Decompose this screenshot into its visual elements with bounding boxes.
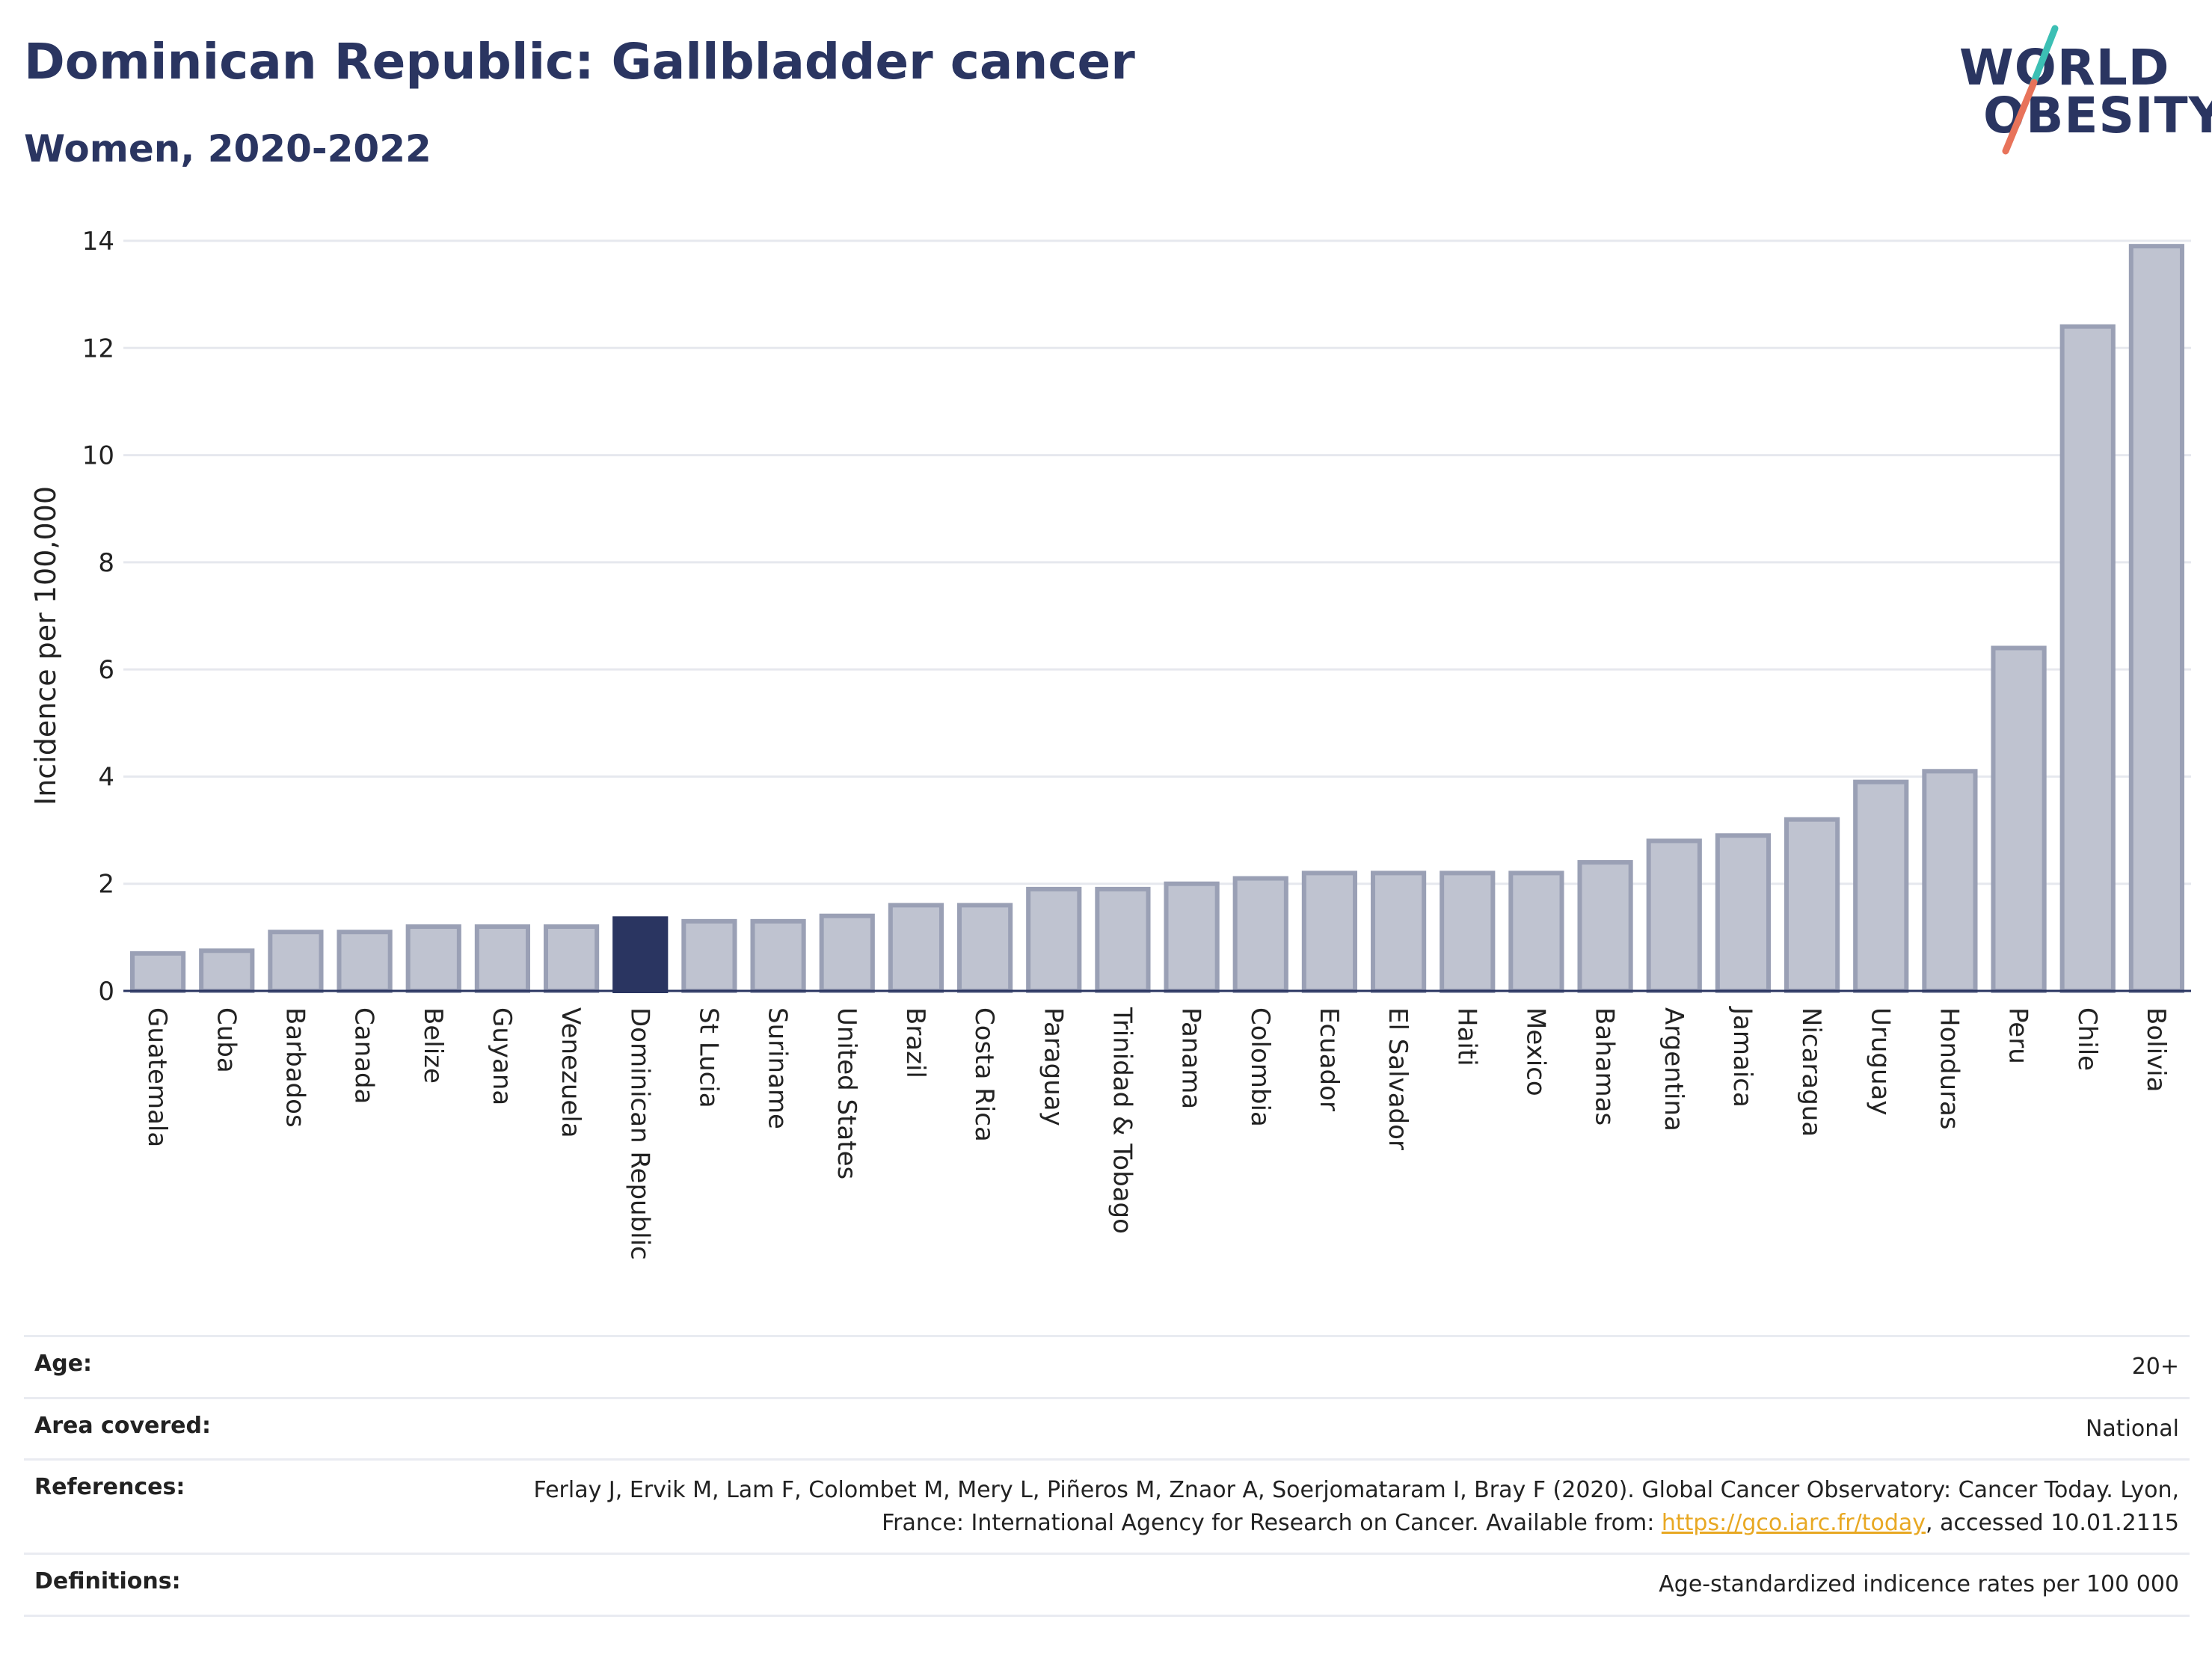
logo-slash-icon [2002, 25, 2059, 155]
bar-colombia [1232, 876, 1288, 993]
page-subtitle: Women, 2020-2022 [24, 127, 431, 171]
x-tick-label-cuba: Cuba [211, 1007, 241, 1073]
bar-costa-rica [956, 903, 1013, 993]
reference-accessed: , accessed 10.01.2115 [1926, 1509, 2179, 1536]
y-tick-label-8: 8 [98, 548, 114, 578]
x-tick-label-costa-rica: Costa Rica [969, 1007, 999, 1142]
bar-belize [405, 924, 461, 993]
y-tick-label-4: 4 [98, 762, 114, 792]
x-tick-label-argentina: Argentina [1659, 1007, 1689, 1132]
y-tick-label-6: 6 [98, 655, 114, 685]
info-value-age: 20+ [2131, 1354, 2179, 1380]
bar-chart: 0 2 4 6 8 10 12 14 Incidence per 100,000 Guatemal… [29, 227, 2191, 1260]
y-tick-label-14: 14 [82, 227, 114, 257]
bar-paraguay [1026, 886, 1082, 994]
reference-text: Ferlay J, Ervik M, Lam F, Colombet M, Me… [533, 1477, 2179, 1536]
y-tick-label-0: 0 [98, 977, 114, 1007]
x-tick-label-ecuador: Ecuador [1314, 1007, 1344, 1111]
info-table: Age: 20+ Area covered: National Referenc… [24, 1335, 2190, 1617]
x-tick-label-chile: Chile [2072, 1007, 2102, 1071]
bar-dominican-republic [612, 916, 669, 994]
bar-united-states [819, 913, 875, 994]
bar-ecuador [1301, 871, 1358, 994]
bar-jamaica [1715, 833, 1772, 993]
info-value-definitions: Age-standardized indicence rates per 100… [1659, 1571, 2179, 1597]
x-tick-label-united-states: United States [832, 1007, 861, 1179]
x-tick-label-barbados: Barbados [280, 1007, 310, 1128]
info-label-age: Age: [34, 1351, 93, 1377]
y-tick-label-10: 10 [82, 441, 114, 471]
bar-honduras [1922, 769, 1978, 993]
bar-venezuela [543, 924, 600, 993]
info-label-definitions: Definitions: [34, 1568, 181, 1594]
info-label-references: References: [34, 1474, 185, 1500]
y-tick-label-2: 2 [98, 870, 114, 900]
bar-trinidad-tobago [1095, 886, 1151, 994]
world-obesity-logo: WORLD OBESITY [1944, 22, 2212, 157]
y-axis-title: Incidence per 100,000 [29, 486, 62, 805]
x-tick-label-panama: Panama [1176, 1007, 1206, 1109]
x-tick-label-venezuela: Venezuela [556, 1007, 586, 1138]
info-row-age: Age: 20+ [24, 1335, 2190, 1397]
x-tick-label-suriname: Suriname [763, 1007, 793, 1129]
y-tick-label-12: 12 [82, 334, 114, 363]
x-tick-label-uruguay: Uruguay [1865, 1007, 1895, 1116]
logo-word-world: WORLD [1959, 39, 2170, 96]
x-tick-label-guyana: Guyana [487, 1007, 517, 1105]
x-tick-label-mexico: Mexico [1520, 1007, 1550, 1096]
bar-brazil [888, 903, 944, 993]
x-tick-label-colombia: Colombia [1245, 1007, 1275, 1127]
info-row-area: Area covered: National [24, 1396, 2190, 1459]
reference-link[interactable]: https://gco.iarc.fr/today [1661, 1509, 1926, 1536]
bar-canada [337, 930, 393, 994]
x-tick-label-brazil: Brazil [900, 1007, 930, 1078]
x-tick-label-st-lucia: St Lucia [693, 1007, 723, 1108]
x-tick-label-el-salvador: El Salvador [1383, 1007, 1413, 1150]
page-title: Dominican Republic: Gallbladder cancer [24, 33, 1135, 90]
x-tick-label-haiti: Haiti [1451, 1007, 1481, 1066]
x-tick-label-jamaica: Jamaica [1727, 1006, 1757, 1108]
bar-bolivia [2128, 244, 2185, 993]
bar-bahamas [1577, 860, 1633, 993]
bar-st-lucia [681, 918, 737, 993]
x-tick-label-honduras: Honduras [1934, 1007, 1964, 1130]
info-value-references: Ferlay J, Ervik M, Lam F, Colombet M, Me… [474, 1474, 2179, 1539]
bar-suriname [750, 918, 806, 993]
bar-guyana [474, 924, 531, 993]
bar-guatemala [129, 951, 186, 993]
bar-argentina [1646, 838, 1702, 994]
bar-chile [2059, 324, 2116, 993]
bar-panama [1164, 881, 1220, 994]
x-tick-label-paraguay: Paraguay [1038, 1007, 1068, 1126]
x-tick-label-bahamas: Bahamas [1590, 1007, 1620, 1126]
bar-barbados [268, 930, 324, 994]
x-tick-label-trinidad-tobago: Trinidad & Tobago [1107, 1007, 1137, 1234]
bar-peru [1991, 645, 2047, 993]
x-tick-label-belize: Belize [418, 1007, 448, 1084]
info-row-references: References: Ferlay J, Ervik M, Lam F, Co… [24, 1458, 2190, 1553]
x-tick-label-dominican-republic: Dominican Republic [624, 1007, 654, 1260]
info-value-area: National [2085, 1415, 2179, 1442]
x-tick-label-bolivia: Bolivia [2141, 1007, 2171, 1092]
info-label-area: Area covered: [34, 1412, 211, 1439]
x-tick-label-nicaragua: Nicaragua [1796, 1007, 1826, 1137]
bar-haiti [1440, 871, 1496, 994]
x-tick-label-guatemala: Guatemala [142, 1007, 172, 1147]
info-row-definitions: Definitions: Age-standardized indicence … [24, 1553, 2190, 1617]
bar-cuba [199, 948, 255, 994]
bar-nicaragua [1784, 817, 1840, 993]
bar-mexico [1508, 871, 1564, 994]
bar-el-salvador [1370, 871, 1427, 994]
x-tick-label-peru: Peru [2003, 1007, 2033, 1064]
x-tick-label-canada: Canada [349, 1007, 379, 1104]
bar-uruguay [1853, 779, 1909, 993]
